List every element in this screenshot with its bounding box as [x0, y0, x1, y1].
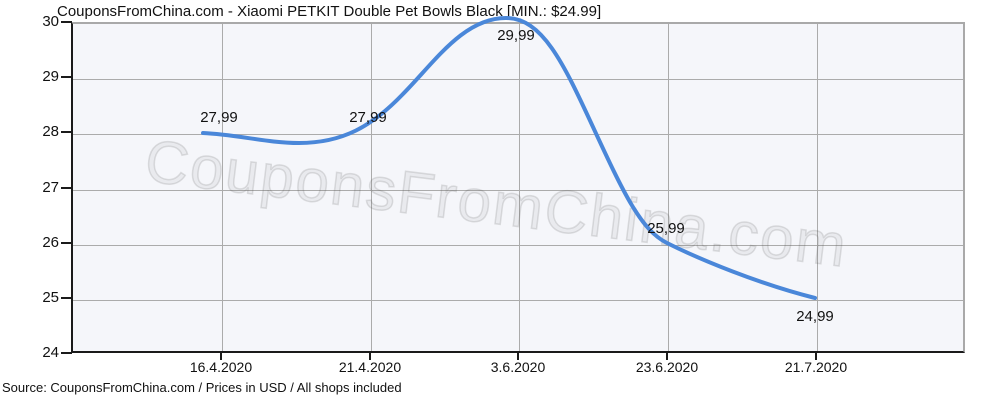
y-axis-label: 26 [42, 234, 59, 251]
gridline-vertical [222, 24, 223, 351]
y-tick [61, 297, 72, 299]
gridline-horizontal [73, 245, 963, 246]
gridline-vertical [668, 24, 669, 351]
y-tick [61, 76, 72, 78]
data-point-label: 27,99 [200, 109, 238, 126]
x-axis-label: 21.4.2020 [338, 359, 402, 375]
x-axis-label: 16.4.2020 [189, 359, 253, 375]
y-tick [61, 242, 72, 244]
x-tick [369, 353, 371, 360]
y-axis-label: 24 [42, 344, 59, 361]
source-note: Source: CouponsFromChina.com / Prices in… [2, 380, 402, 395]
x-axis-label: 3.6.2020 [490, 359, 546, 375]
x-tick [517, 353, 519, 360]
data-point-label: 29,99 [497, 27, 535, 44]
price-line [201, 16, 817, 300]
y-axis-label: 25 [42, 289, 59, 306]
x-axis-label: 23.6.2020 [635, 359, 699, 375]
y-tick [61, 352, 72, 354]
gridline-vertical [519, 24, 520, 351]
plot-area [71, 22, 965, 353]
gridline-vertical [817, 24, 818, 351]
y-tick [61, 187, 72, 189]
y-axis-label: 27 [42, 179, 59, 196]
y-axis-label: 30 [42, 13, 59, 30]
x-axis-label: 21.7.2020 [784, 359, 848, 375]
data-point-label: 27,99 [349, 109, 387, 126]
y-tick [61, 21, 72, 23]
gridline-horizontal [73, 134, 963, 135]
y-axis-label: 28 [42, 123, 59, 140]
y-tick [61, 131, 72, 133]
data-point-label: 24,99 [796, 308, 834, 325]
x-tick [815, 353, 817, 360]
x-tick [666, 353, 668, 360]
x-tick [220, 353, 222, 360]
gridline-vertical [371, 24, 372, 351]
data-point-label: 25,99 [647, 220, 685, 237]
gridline-horizontal [73, 300, 963, 301]
y-axis-label: 29 [42, 68, 59, 85]
chart-title: CouponsFromChina.com - Xiaomi PETKIT Dou… [57, 3, 602, 20]
gridline-horizontal [73, 79, 963, 80]
gridline-horizontal [73, 190, 963, 191]
price-line-chart [201, 16, 817, 300]
